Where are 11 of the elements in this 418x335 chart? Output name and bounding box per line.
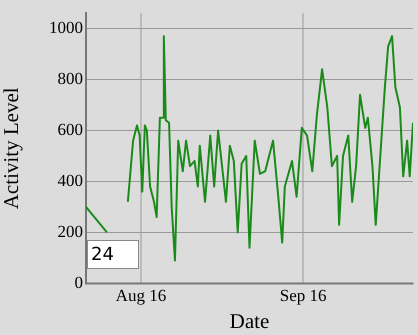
y-tick-label: 0: [74, 272, 83, 292]
x-tick-label: Aug 16: [116, 286, 166, 306]
x-axis-title: Date: [230, 308, 270, 333]
y-tick-label: 800: [58, 68, 83, 88]
y-tick-label: 200: [58, 222, 83, 241]
text-field: 24: [87, 240, 139, 269]
y-tick-label: 400: [58, 170, 83, 190]
y-tick-label: 1000: [49, 18, 83, 37]
x-tick-label: Sep 16: [280, 286, 327, 306]
y-tick-label: 600: [58, 120, 83, 139]
y-axis-title: Activity Level: [0, 87, 24, 210]
